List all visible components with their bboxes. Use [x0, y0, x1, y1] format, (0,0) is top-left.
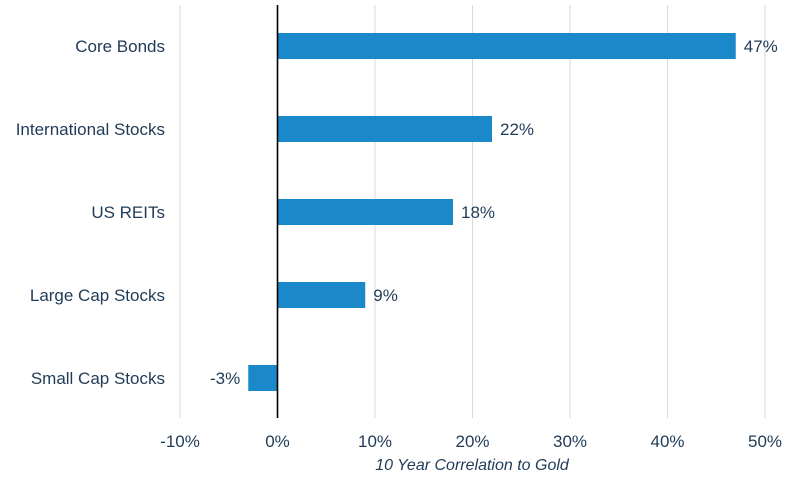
bar	[277, 199, 453, 225]
gridlines	[179, 5, 766, 418]
category-label: US REITs	[91, 203, 165, 222]
bar	[248, 365, 278, 391]
x-tick-labels: -10% 0% 10% 20% 30% 40% 50%	[160, 432, 782, 451]
x-tick-label: 10%	[358, 432, 392, 451]
data-label: -3%	[210, 369, 240, 388]
x-tick-label: -10%	[160, 432, 200, 451]
category-label: Large Cap Stocks	[30, 286, 165, 305]
x-tick-label: 0%	[265, 432, 290, 451]
bars	[248, 33, 736, 391]
category-label: Core Bonds	[75, 37, 165, 56]
x-tick-label: 50%	[748, 432, 782, 451]
x-tick-label: 40%	[650, 432, 684, 451]
data-label: 18%	[461, 203, 495, 222]
category-label: International Stocks	[16, 120, 165, 139]
data-label: 47%	[744, 37, 778, 56]
category-labels: Core Bonds International Stocks US REITs La…	[16, 37, 165, 388]
bar	[277, 282, 366, 308]
bar	[277, 116, 492, 142]
x-axis-title: 10 Year Correlation to Gold	[375, 457, 570, 474]
x-tick-label: 20%	[455, 432, 489, 451]
category-label: Small Cap Stocks	[31, 369, 165, 388]
data-label: 22%	[500, 120, 534, 139]
data-labels: 47% 22% 18% 9% -3%	[210, 37, 778, 388]
bar	[277, 33, 736, 59]
data-label: 9%	[373, 286, 398, 305]
x-tick-label: 30%	[553, 432, 587, 451]
